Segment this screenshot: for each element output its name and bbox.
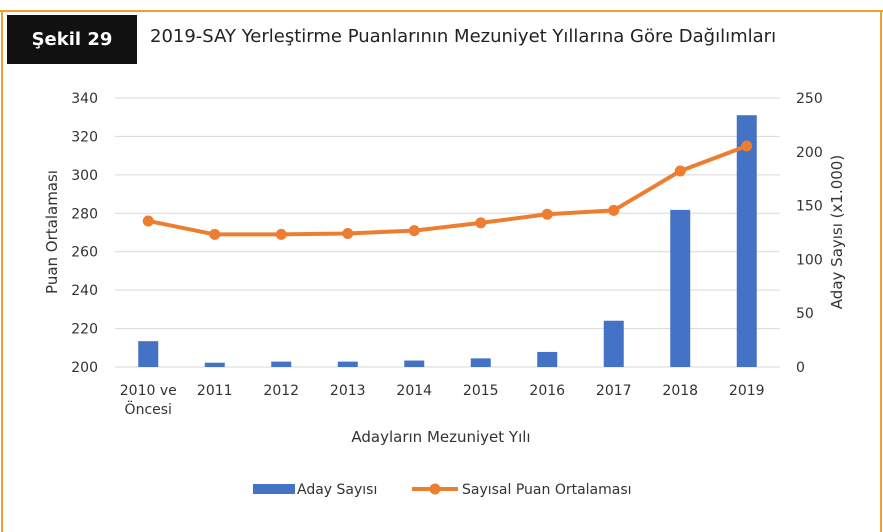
line-path bbox=[147, 144, 748, 237]
left-tick-label: 320 bbox=[71, 129, 98, 145]
right-tick-label: 200 bbox=[796, 145, 823, 161]
frame-top-border bbox=[0, 10, 883, 12]
x-tick-label: 2013 bbox=[330, 383, 366, 399]
frame-right-border bbox=[880, 10, 882, 532]
figure-label: Şekil 29 bbox=[31, 29, 113, 50]
left-tick-label: 300 bbox=[71, 168, 98, 184]
legend-item-line: Sayısal Puan Ortalaması bbox=[412, 482, 632, 498]
bar bbox=[337, 361, 358, 367]
left-tick-label: 280 bbox=[71, 206, 98, 222]
gridlines bbox=[115, 97, 780, 368]
left-tick-label: 260 bbox=[71, 245, 98, 261]
line-point bbox=[209, 228, 221, 240]
x-tick-label: 2018 bbox=[662, 383, 698, 399]
line-point bbox=[275, 228, 287, 240]
bar bbox=[204, 362, 225, 367]
right-tick-label: 50 bbox=[796, 306, 814, 322]
bar bbox=[537, 351, 558, 367]
x-tick-label: 2015 bbox=[463, 383, 499, 399]
legend-bar-label: Aday Sayısı bbox=[297, 482, 377, 498]
x-tick-label: 2012 bbox=[263, 383, 299, 399]
x-axis-label: Adayların Mezuniyet Yılı bbox=[351, 428, 530, 446]
bar bbox=[603, 320, 624, 367]
x-tick-label: 2014 bbox=[396, 383, 432, 399]
right-axis-label: Aday Sayısı (x1.000) bbox=[828, 155, 846, 309]
bar-series bbox=[138, 115, 757, 367]
figure-label-badge: Şekil 29 bbox=[7, 15, 137, 64]
left-axis-ticks: 200 220 240 260 280 300 320 340 bbox=[71, 91, 98, 376]
line-point bbox=[142, 215, 154, 227]
bar bbox=[670, 209, 691, 367]
left-tick-label: 200 bbox=[71, 360, 98, 376]
line-point bbox=[342, 227, 354, 239]
x-tick-label: 2016 bbox=[529, 383, 565, 399]
right-tick-label: 0 bbox=[796, 360, 805, 376]
bar bbox=[736, 115, 757, 367]
x-tick-label: 2011 bbox=[197, 383, 233, 399]
right-tick-label: 100 bbox=[796, 252, 823, 268]
line-point bbox=[608, 204, 620, 216]
left-tick-label: 220 bbox=[71, 322, 98, 338]
bar bbox=[404, 360, 425, 367]
left-tick-label: 240 bbox=[71, 283, 98, 299]
line-point bbox=[541, 208, 553, 220]
legend-line-marker bbox=[429, 483, 441, 495]
legend-bar-swatch bbox=[253, 484, 295, 494]
x-axis-ticks: 2010 ve Öncesi 2011 2012 2013 2014 2015 2016 201… bbox=[120, 383, 765, 418]
bar bbox=[470, 358, 491, 367]
left-tick-label: 340 bbox=[71, 91, 98, 107]
bar bbox=[138, 341, 159, 367]
bar bbox=[271, 361, 292, 367]
legend-line-label: Sayısal Puan Ortalaması bbox=[462, 482, 632, 498]
line-series bbox=[142, 140, 753, 240]
line-point bbox=[741, 140, 753, 152]
x-tick-label: 2010 ve Öncesi bbox=[120, 383, 177, 418]
legend-item-bar: Aday Sayısı bbox=[253, 482, 377, 498]
line-point bbox=[674, 165, 686, 177]
right-tick-label: 150 bbox=[796, 199, 823, 215]
left-axis-label: Puan Ortalaması bbox=[43, 170, 61, 294]
right-axis-ticks: 0 50 100 150 200 250 bbox=[796, 91, 823, 376]
line-point bbox=[475, 217, 487, 229]
line-point bbox=[408, 225, 420, 237]
x-tick-label: 2019 bbox=[729, 383, 765, 399]
figure-title: 2019-SAY Yerleştirme Puanlarının Mezuniy… bbox=[150, 26, 777, 47]
x-tick-label: 2017 bbox=[596, 383, 632, 399]
frame-left-border bbox=[1, 10, 3, 532]
legend: Aday Sayısı Sayısal Puan Ortalaması bbox=[253, 482, 632, 498]
right-tick-label: 250 bbox=[796, 91, 823, 107]
